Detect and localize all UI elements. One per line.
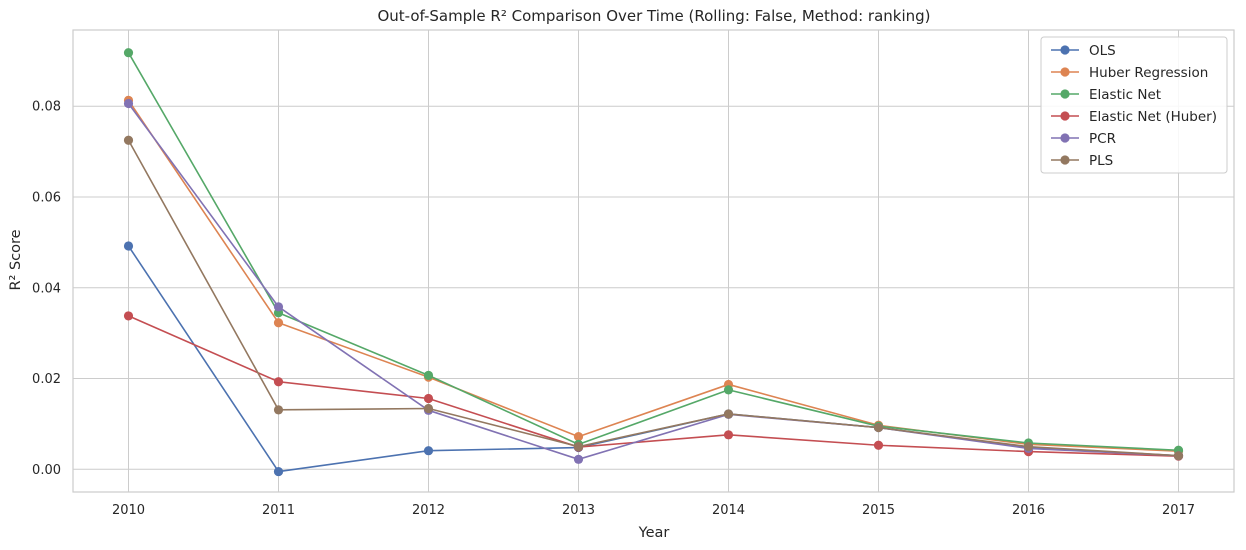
series-line-ols — [127, 245, 1179, 473]
y-axis-title: R² Score — [8, 229, 24, 290]
x-tick-label: 2015 — [862, 503, 895, 518]
legend-swatch-marker — [1060, 67, 1070, 77]
data-point-pls — [123, 135, 134, 145]
legend-label: Huber Regression — [1089, 65, 1208, 81]
chart-title: Out-of-Sample R² Comparison Over Time (R… — [377, 7, 930, 25]
data-point-pls — [423, 403, 434, 414]
data-point-pcr — [273, 302, 284, 312]
data-point-huber-regression — [273, 318, 284, 328]
x-tick-label: 2017 — [1162, 503, 1195, 518]
legend-label: Elastic Net — [1089, 87, 1161, 103]
data-point-elastic-net — [123, 48, 134, 58]
series-huber-regression — [123, 95, 1184, 456]
legend-swatch-marker — [1060, 155, 1070, 165]
y-tick-label: 0.08 — [32, 100, 61, 115]
legend-label: Elastic Net (Huber) — [1089, 109, 1217, 125]
data-point-elastic-net-huber — [423, 393, 434, 404]
series-elastic-net — [123, 48, 1184, 455]
series-line-huber-regression — [127, 99, 1179, 452]
data-point-pls — [1023, 442, 1034, 452]
series-line-elastic-net-huber — [128, 315, 1179, 457]
y-tick-label: 0.06 — [32, 191, 61, 206]
plot-frame — [72, 29, 1235, 493]
legend-swatch-marker — [1060, 133, 1070, 143]
x-tick-label: 2013 — [562, 503, 595, 518]
x-tick-label: 2010 — [112, 503, 145, 518]
data-point-pls — [723, 409, 734, 419]
legend-label: OLS — [1089, 43, 1116, 59]
series-elastic-net-huber — [123, 311, 1184, 461]
legend-swatch-marker — [1060, 45, 1070, 55]
plot-series — [123, 48, 1184, 477]
data-point-elastic-net — [723, 385, 734, 395]
data-point-elastic-net-huber — [873, 440, 884, 450]
legend-entry: PLS — [1051, 153, 1113, 169]
legend-swatch-marker — [1060, 111, 1070, 121]
series-line-pls — [127, 139, 1179, 457]
data-point-huber-regression — [573, 432, 584, 442]
data-point-pls — [273, 405, 284, 415]
data-point-elastic-net-huber — [123, 311, 134, 321]
data-point-elastic-net — [423, 370, 434, 380]
data-point-pls — [873, 422, 884, 433]
x-axis-title: Year — [638, 525, 670, 541]
legend-entry: OLS — [1051, 43, 1116, 59]
legend-entry: Elastic Net — [1051, 87, 1161, 103]
data-point-ols — [273, 466, 284, 477]
legend-entry: Huber Regression — [1051, 65, 1208, 81]
data-point-elastic-net-huber — [273, 377, 284, 387]
legend-swatch-marker — [1060, 89, 1070, 99]
data-point-pcr — [573, 454, 584, 464]
legend-entry: Elastic Net (Huber) — [1051, 109, 1217, 125]
series-line-pcr — [127, 103, 1179, 461]
data-point-elastic-net-huber — [723, 430, 734, 440]
x-tick-label: 2012 — [412, 503, 445, 518]
y-axis-ticks: 0.00 0.02 0.04 0.06 0.08 — [32, 100, 61, 478]
legend-box — [1040, 36, 1228, 174]
data-point-pls — [573, 442, 584, 452]
legend-entry: PCR — [1051, 131, 1116, 147]
legend: OLS Huber Regression Elastic Net Elastic Ne… — [1040, 36, 1228, 174]
legend-label: PCR — [1089, 131, 1116, 147]
series-line-elastic-net — [127, 52, 1179, 452]
y-tick-label: 0.00 — [32, 463, 61, 478]
y-tick-label: 0.04 — [32, 281, 61, 296]
x-tick-label: 2011 — [262, 503, 295, 518]
x-tick-label: 2014 — [712, 503, 745, 518]
data-point-ols — [423, 446, 434, 456]
x-axis-ticks: 2010 2011 2012 2013 2014 2015 2016 2017 — [112, 503, 1195, 518]
y-tick-label: 0.02 — [32, 372, 61, 387]
data-point-pcr — [123, 98, 134, 109]
data-point-pls — [1173, 451, 1184, 461]
legend-label: PLS — [1089, 153, 1113, 169]
series-pls — [123, 135, 1184, 461]
x-tick-label: 2016 — [1012, 503, 1045, 518]
data-point-ols — [123, 241, 134, 251]
